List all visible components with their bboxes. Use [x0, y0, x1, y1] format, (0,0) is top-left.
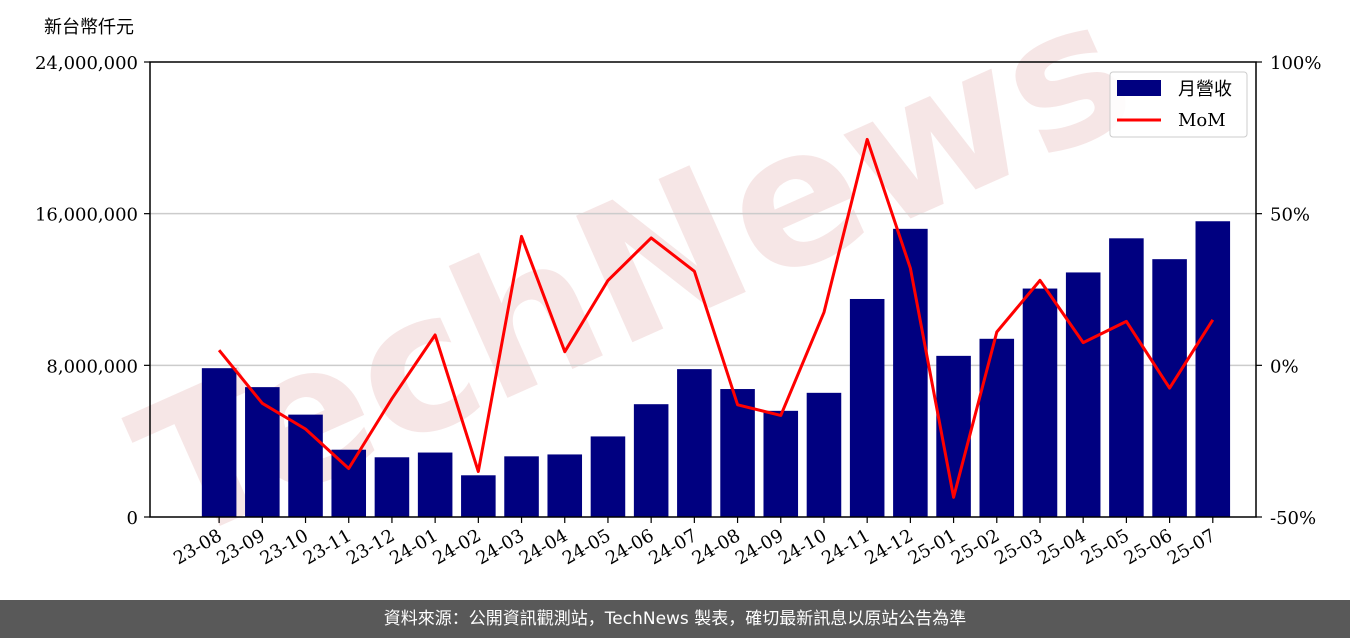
- bar: [806, 392, 842, 517]
- x-tick-label: 24-04: [516, 525, 571, 569]
- bar: [288, 414, 323, 517]
- x-tick-label: 24-09: [732, 525, 787, 569]
- bar: [417, 452, 453, 517]
- x-tick-label: 24-10: [775, 525, 830, 569]
- bar: [1195, 221, 1231, 517]
- bar: [1022, 288, 1058, 517]
- x-tick-label: 25-03: [991, 525, 1046, 569]
- left-tick-label: 16,000,000: [35, 205, 138, 226]
- mom-line: [217, 137, 1215, 499]
- legend-bar-swatch: [1117, 80, 1161, 96]
- x-tick-label: 24-06: [602, 525, 657, 569]
- x-tick-label: 24-02: [429, 525, 484, 569]
- bar: [720, 389, 755, 517]
- bar-series: [201, 221, 1231, 518]
- bar: [374, 457, 410, 517]
- x-tick-label: 24-01: [386, 525, 441, 569]
- x-tick-label: 25-07: [1164, 525, 1219, 569]
- x-tick-label: 23-12: [343, 525, 398, 569]
- bar: [677, 369, 712, 517]
- left-tick-label: 0: [127, 508, 138, 529]
- bar: [633, 404, 669, 517]
- x-tick-label: 24-12: [861, 525, 916, 569]
- x-tick-label: 24-03: [473, 525, 528, 569]
- bar: [979, 338, 1015, 517]
- bar: [893, 228, 928, 518]
- revenue-chart: TechNews 08,000,00016,000,00024,000,000-…: [35, 0, 1322, 586]
- bar: [504, 456, 539, 517]
- bar: [547, 454, 583, 517]
- unit-label: 新台幣仟元: [44, 17, 134, 38]
- bar: [201, 368, 237, 517]
- right-tick-label: 100%: [1270, 53, 1321, 74]
- x-tick-label: 24-07: [645, 525, 700, 569]
- x-tick-label: 25-06: [1121, 525, 1176, 569]
- x-tick-label: 25-05: [1077, 525, 1132, 569]
- bar: [1065, 272, 1101, 517]
- legend-label-revenue: 月營收: [1178, 79, 1232, 100]
- plot-frame: [149, 61, 1257, 518]
- line-series: [217, 137, 1215, 499]
- bar: [245, 387, 280, 517]
- left-tick-label: 8,000,000: [46, 356, 138, 377]
- bar: [1109, 238, 1144, 517]
- source-footer: 資料來源：公開資訊觀測站，TechNews 製表，確切最新訊息以原站公告為準: [0, 600, 1350, 638]
- x-tick-label: 25-01: [905, 525, 960, 569]
- right-tick-label: -50%: [1270, 508, 1316, 529]
- right-tick-label: 0%: [1270, 356, 1299, 377]
- legend: 月營收 MoM: [1109, 71, 1248, 138]
- x-tick-label: 25-04: [1034, 525, 1089, 569]
- right-tick-label: 50%: [1270, 205, 1310, 226]
- x-tick-label: 24-11: [818, 525, 873, 569]
- x-tick-label: 24-08: [689, 525, 744, 569]
- bar: [331, 449, 367, 517]
- bar: [590, 436, 626, 517]
- bar: [461, 475, 496, 517]
- legend-label-mom: MoM: [1178, 110, 1226, 131]
- bar: [763, 410, 799, 517]
- x-tick-label: 24-05: [559, 525, 614, 569]
- left-tick-label: 24,000,000: [35, 53, 138, 74]
- bar: [849, 298, 885, 517]
- x-tick-label: 25-02: [948, 525, 1003, 569]
